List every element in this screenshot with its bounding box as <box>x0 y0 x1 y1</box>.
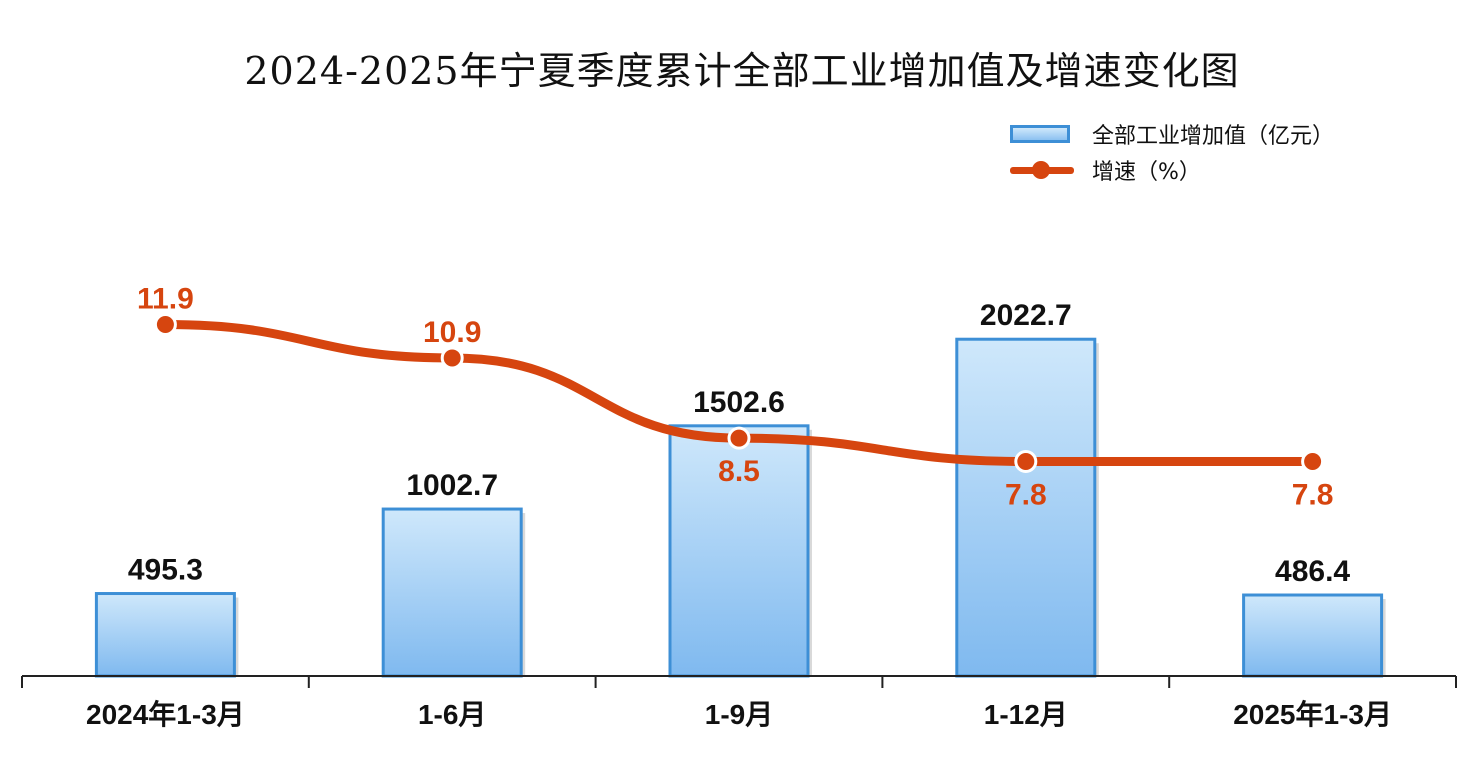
rate-point-1 <box>440 346 464 370</box>
x-tick-label-1: 1-6月 <box>418 699 486 730</box>
x-tick-label-2: 1-9月 <box>705 699 773 730</box>
rate-point-3 <box>1014 449 1038 473</box>
rate-value-label-0: 11.9 <box>137 283 194 316</box>
rate-point-4 <box>1301 449 1325 473</box>
bar-2 <box>668 424 810 678</box>
legend: 全部工业增加值（亿元） 增速（%） <box>1010 116 1334 188</box>
x-tick-label-0: 2024年1-3月 <box>86 698 245 730</box>
bar-4 <box>1242 593 1384 678</box>
line-series <box>153 313 1325 473</box>
bar-value-label-4: 486.4 <box>1275 555 1350 588</box>
legend-item-line: 增速（%） <box>1010 152 1334 188</box>
x-tick-label-4: 2025年1-3月 <box>1233 698 1392 730</box>
chart-title: 2024-2025年宁夏季度累计全部工业增加值及增速变化图 <box>244 49 1240 93</box>
x-axis: 2024年1-3月 1-6月 1-9月 1-12月 2025年1-3月 <box>21 675 1457 730</box>
legend-line-label: 增速（%） <box>1092 160 1201 185</box>
legend-bar-label: 全部工业增加值（亿元） <box>1092 124 1335 149</box>
rate-value-label-1: 10.9 <box>423 316 481 349</box>
bar-value-label-0: 495.3 <box>128 554 203 587</box>
rate-point-2 <box>727 426 751 450</box>
bar-series <box>94 337 1386 678</box>
rate-value-label-4: 7.8 <box>1292 478 1334 511</box>
bar-value-label-2: 1502.6 <box>693 386 785 419</box>
bar-0 <box>94 592 236 678</box>
legend-line-swatch <box>1010 161 1074 179</box>
data-labels: 495.3 1002.7 1502.6 2022.7 486.4 11.9 10.9 8.5 7… <box>128 283 1351 588</box>
rate-value-label-2: 8.5 <box>718 455 760 488</box>
legend-bar-swatch <box>1010 125 1070 143</box>
bar-value-label-3: 2022.7 <box>980 299 1072 332</box>
legend-item-bar: 全部工业增加值（亿元） <box>1010 116 1334 152</box>
bar-1 <box>381 507 523 678</box>
x-tick-label-3: 1-12月 <box>984 699 1068 730</box>
bar-value-label-1: 1002.7 <box>406 469 498 502</box>
rate-value-label-3: 7.8 <box>1005 478 1047 511</box>
rate-point-0 <box>153 313 177 337</box>
bar-3 <box>955 337 1097 678</box>
